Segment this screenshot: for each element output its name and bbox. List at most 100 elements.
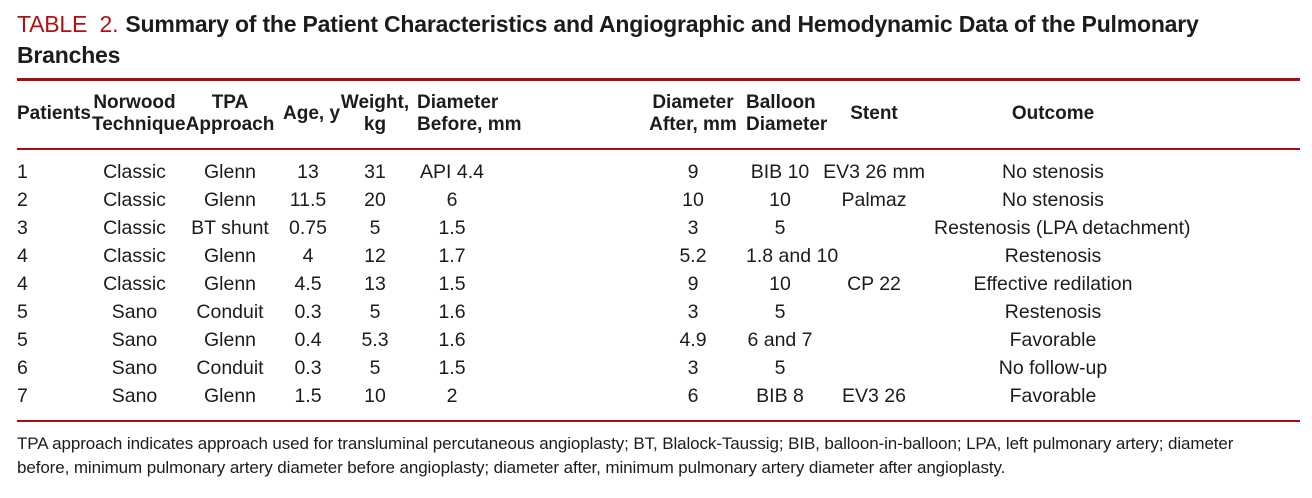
cell-weight: 13 <box>364 273 386 295</box>
cell-outcome: Restenosis (LPA detachment) <box>934 217 1191 239</box>
cell-patients: 4 <box>17 273 28 295</box>
cell-age: 0.75 <box>289 217 327 239</box>
footnote-line1: TPA approach indicates approach used for… <box>17 434 1234 453</box>
cell-norwood-technique: Classic <box>103 161 166 183</box>
cell-norwood-technique: Classic <box>103 189 166 211</box>
col-header-outcome: Outcome <box>934 81 1172 150</box>
table-row: 4 Classic Glenn 4.5 13 1.5 9 10 CP 22 Effective r… <box>17 270 1300 298</box>
cell-age: 0.4 <box>294 329 322 351</box>
cell-stent <box>814 326 934 354</box>
cell-outcome: Favorable <box>1009 329 1097 351</box>
cell-diameter-after: 3 <box>687 217 699 239</box>
col-header-stent: Stent <box>814 81 934 150</box>
cell-stent: EV3 26 mm <box>823 161 925 183</box>
header-row: Patients Norwood Technique TPA Approach … <box>17 81 1300 150</box>
cell-balloon-diameter: 5 <box>774 301 786 323</box>
cell-weight: 10 <box>333 382 417 422</box>
table-row: 1 Classic Glenn 13 31 API 4.4 9 BIB 10 EV3 26 mm… <box>17 149 1300 186</box>
cell-balloon-diameter: BIB 8 <box>746 382 814 422</box>
table-row: 4 Classic Glenn 4 12 1.7 5.2 1.8 and 10 Restenos… <box>17 242 1300 270</box>
spacer-cell <box>487 382 640 422</box>
cell-tpa-approach: Conduit <box>196 357 264 379</box>
table-body: 1 Classic Glenn 13 31 API 4.4 9 BIB 10 EV3 26 mm… <box>17 149 1300 422</box>
cell-diameter-after: 10 <box>682 189 704 211</box>
table-row: 7 Sano Glenn 1.5 10 2 6 BIB 8 EV3 26 Favorable <box>17 382 1300 422</box>
cell-patients: 3 <box>17 217 28 239</box>
cell-weight: 5 <box>369 357 381 379</box>
cell-balloon-diameter: 6 and 7 <box>747 329 813 351</box>
cell-age: 13 <box>297 161 319 183</box>
table-title-line2: Branches <box>17 42 121 68</box>
cell-outcome: Favorable <box>934 382 1172 422</box>
cell-age: 1.5 <box>283 382 333 422</box>
cell-age: 4 <box>302 245 314 267</box>
cell-tpa-approach: Glenn <box>203 329 257 351</box>
table-row: 6 Sano Conduit 0.3 5 1.5 3 5 No follow-up <box>17 354 1300 382</box>
cell-diameter-after: 9 <box>687 161 699 183</box>
col-header-diameter-before: Diameter Before, mm <box>417 81 522 150</box>
cell-patients: 5 <box>17 301 28 323</box>
spacer-cell <box>1172 149 1300 186</box>
cell-norwood-technique: Classic <box>103 217 166 239</box>
cell-tpa-approach: Conduit <box>196 301 264 323</box>
spacer-cell <box>1172 382 1300 422</box>
cell-patients: 6 <box>17 357 28 379</box>
footnote-line2: before, minimum pulmonary artery diamete… <box>17 458 1006 477</box>
spacer-cell <box>1172 81 1300 150</box>
cell-patients: 2 <box>17 189 28 211</box>
spacer-cell <box>1172 270 1300 298</box>
cell-diameter-before: 1.5 <box>438 217 466 239</box>
cell-weight: 5.3 <box>361 329 389 351</box>
cell-patients: 4 <box>17 245 28 267</box>
cell-norwood-technique: Sano <box>111 329 158 351</box>
cell-norwood-technique: Sano <box>111 357 158 379</box>
cell-weight: 5 <box>369 301 381 323</box>
cell-diameter-after: 3 <box>687 301 699 323</box>
cell-diameter-before: 1.5 <box>438 357 466 379</box>
cell-stent <box>814 298 934 326</box>
col-header-age: Age, y <box>283 81 340 150</box>
cell-balloon-diameter: 5 <box>774 217 786 239</box>
col-header-balloon-diameter: Balloon Diameter <box>746 81 827 150</box>
spacer-cell <box>487 326 640 354</box>
spacer-cell <box>487 242 640 270</box>
cell-diameter-after: 9 <box>687 273 699 295</box>
table-row: 3 Classic BT shunt 0.75 5 1.5 3 5 Restenosis (LP… <box>17 214 1300 242</box>
cell-stent <box>814 354 934 382</box>
cell-diameter-before: 2 <box>417 382 487 422</box>
spacer-cell <box>487 298 640 326</box>
cell-outcome: No follow-up <box>998 357 1108 379</box>
cell-diameter-after: 4.9 <box>679 329 707 351</box>
cell-norwood-technique: Classic <box>103 245 166 267</box>
cell-weight: 12 <box>364 245 386 267</box>
cell-tpa-approach: Glenn <box>177 382 283 422</box>
cell-outcome: Restenosis <box>1004 245 1102 267</box>
cell-diameter-before: 6 <box>446 189 458 211</box>
cell-norwood-technique: Sano <box>111 301 158 323</box>
spacer-cell <box>487 214 640 242</box>
table-footnote: TPA approach indicates approach used for… <box>17 432 1300 480</box>
spacer-cell <box>487 270 640 298</box>
cell-stent: CP 22 <box>847 273 901 295</box>
table-row: 5 Sano Conduit 0.3 5 1.6 3 5 Restenosis <box>17 298 1300 326</box>
spacer-cell <box>487 149 640 186</box>
cell-diameter-before: 1.5 <box>438 273 466 295</box>
spacer-cell <box>1172 186 1300 214</box>
cell-weight: 31 <box>364 161 386 183</box>
table-number-label: TABLE 2. <box>17 11 119 37</box>
cell-balloon-diameter: 10 <box>769 189 791 211</box>
cell-weight: 5 <box>369 217 381 239</box>
table-header: Patients Norwood Technique TPA Approach … <box>17 81 1300 150</box>
cell-outcome: Effective redilation <box>973 273 1133 295</box>
cell-diameter-before: 1.6 <box>438 301 466 323</box>
cell-patients: 1 <box>17 161 28 183</box>
cell-stent: EV3 26 <box>814 382 934 422</box>
col-header-weight: Weight, kg <box>333 81 417 150</box>
cell-diameter-after: 3 <box>687 357 699 379</box>
cell-tpa-approach: Glenn <box>203 161 257 183</box>
table-title: TABLE 2. Summary of the Patient Character… <box>17 0 1300 81</box>
cell-patients: 5 <box>17 329 28 351</box>
spacer-cell <box>1172 326 1300 354</box>
cell-diameter-before: 1.6 <box>438 329 466 351</box>
col-header-norwood-technique: Norwood Technique <box>92 81 186 150</box>
